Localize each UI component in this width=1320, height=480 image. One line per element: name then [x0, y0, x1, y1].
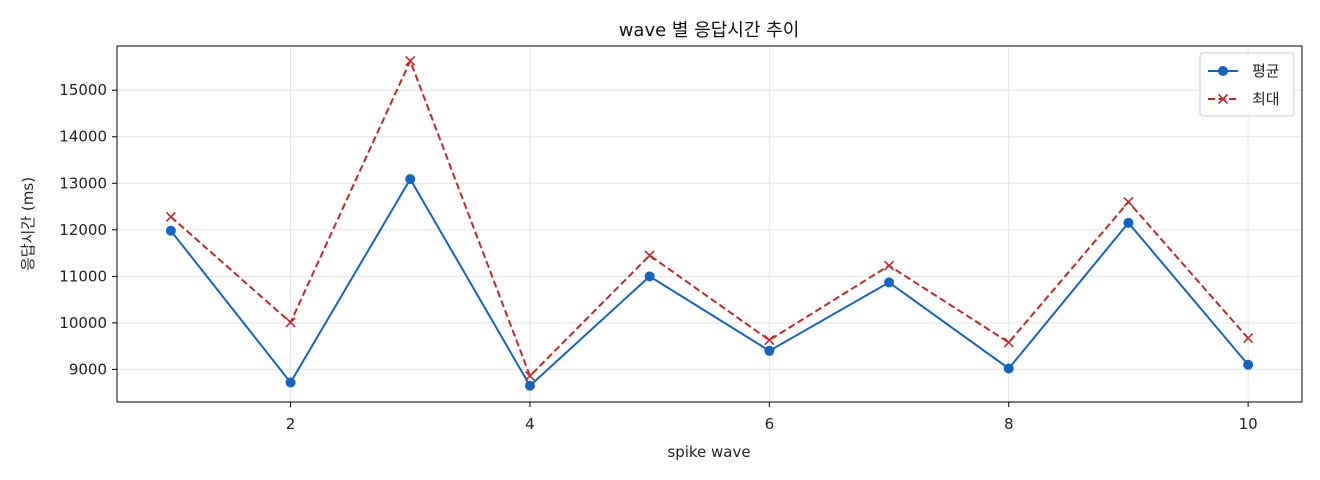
data-point-2-9 — [1123, 196, 1134, 207]
y-tick-label: 10000 — [59, 314, 107, 332]
legend-marker — [1218, 66, 1228, 76]
data-point-2-7 — [883, 260, 895, 271]
data-point-1-2 — [285, 377, 296, 388]
legend-label: 최대 — [1252, 90, 1280, 108]
series-2 — [165, 55, 1254, 382]
x-tick-label: 6 — [765, 415, 775, 433]
data-point-1-7 — [884, 277, 895, 288]
data-point-1-4 — [524, 380, 535, 391]
data-point-2-8 — [1003, 337, 1014, 348]
data-point-2-3 — [405, 55, 416, 66]
y-axis: 9000 10000 11000 12000 13000 14000 15000 — [59, 81, 117, 378]
data-point-1-9 — [1123, 217, 1134, 228]
data-point-1-10 — [1243, 359, 1254, 370]
data-point-2-10 — [1243, 333, 1254, 344]
y-tick-label: 9000 — [69, 360, 107, 378]
legend-item-1: 평균 — [1208, 62, 1280, 80]
data-point-2-5 — [644, 250, 655, 261]
y-tick-label: 12000 — [59, 221, 107, 239]
data-point-2-1 — [165, 211, 176, 222]
y-tick-label: 13000 — [59, 174, 107, 192]
data-point-2-6 — [764, 335, 775, 346]
series-line-1 — [170, 177, 1249, 388]
x-tick-label: 2 — [286, 415, 296, 433]
data-point-1-3 — [405, 174, 416, 185]
plot-frame — [116, 45, 1303, 403]
y-tick-label: 11000 — [59, 267, 107, 285]
grid-lines — [117, 46, 1302, 402]
legend-marker — [1217, 93, 1229, 105]
legend-frame — [1199, 52, 1295, 117]
y-tick-label: 14000 — [59, 128, 107, 146]
series-line-2 — [170, 58, 1249, 378]
y-tick-label: 15000 — [59, 81, 107, 99]
y-axis-title: 응답시간 (ms) — [19, 177, 37, 271]
data-point-1-6 — [764, 345, 775, 356]
data-point-1-5 — [644, 271, 655, 282]
series-1 — [165, 174, 1254, 391]
data-point-1-1 — [165, 225, 176, 236]
x-tick-label: 8 — [1004, 415, 1014, 433]
chart-title: wave 별 응답시간 추이 — [619, 20, 800, 41]
legend-label: 평균 — [1252, 62, 1280, 80]
series-layer — [165, 55, 1254, 391]
x-axis-title: spike wave — [667, 443, 750, 461]
x-axis: 2 4 6 8 10 — [286, 402, 1258, 433]
x-tick-label: 10 — [1239, 415, 1258, 433]
data-point-1-8 — [1003, 363, 1014, 374]
data-point-2-4 — [524, 370, 536, 382]
x-tick-label: 4 — [525, 415, 535, 433]
data-point-2-2 — [285, 317, 296, 328]
legend-item-2: 최대 — [1208, 90, 1280, 108]
